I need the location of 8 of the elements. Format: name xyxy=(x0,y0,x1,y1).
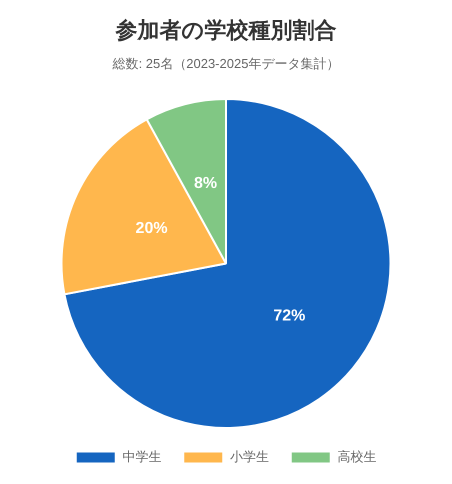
data-label: 72% xyxy=(273,307,306,324)
legend-label: 高校生 xyxy=(337,449,376,464)
data-label: 8% xyxy=(194,175,218,192)
chart-title: 参加者の学校種別割合 xyxy=(114,17,336,42)
data-label: 20% xyxy=(136,220,168,237)
legend-label: 小学生 xyxy=(230,449,269,464)
legend-label: 中学生 xyxy=(122,449,162,464)
chart-subtitle: 総数: 25名（2023-2025年データ集計） xyxy=(112,56,340,71)
